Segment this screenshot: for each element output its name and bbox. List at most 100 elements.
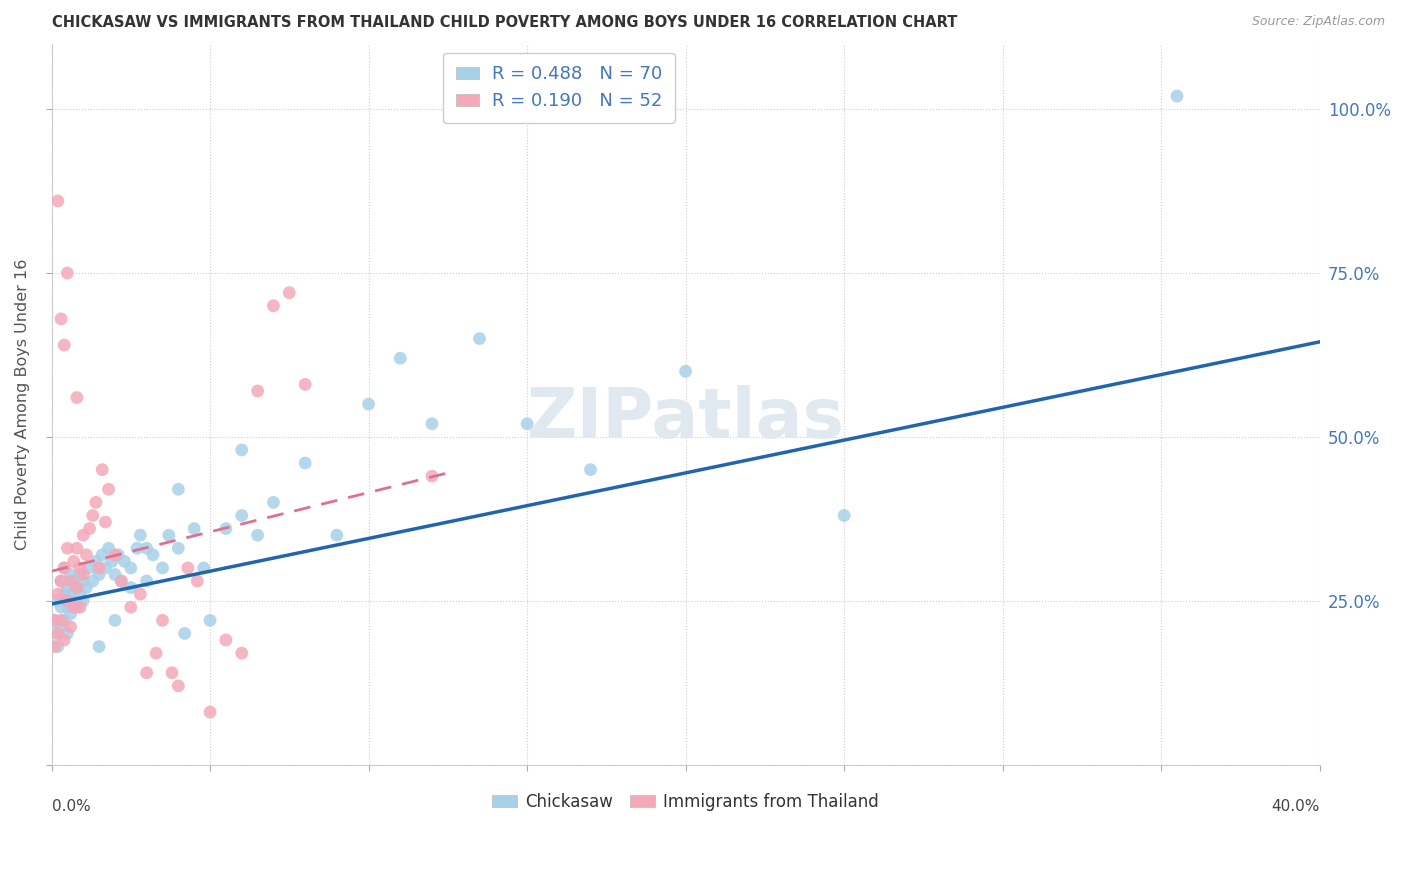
Point [56,541,79,556]
Point [104,613,127,627]
Point [49,574,72,588]
Point [59,620,82,634]
Point [69,600,91,615]
Legend: Chickasaw, Immigrants from Thailand: Chickasaw, Immigrants from Thailand [485,786,886,817]
Point [53,632,76,647]
Point [198,705,221,719]
Point [46,587,69,601]
Point [91,462,114,476]
Text: 0.0%: 0.0% [52,799,90,814]
Point [167,483,190,497]
Point [100,554,122,568]
Point [44,626,66,640]
Point [62,600,84,615]
Point [215,522,238,536]
Text: 40.0%: 40.0% [1271,799,1320,814]
Point [231,646,253,660]
Point [167,679,190,693]
Point [177,561,200,575]
Point [120,561,142,575]
Point [145,646,167,660]
Point [46,593,69,607]
Point [129,528,152,542]
Point [262,495,284,509]
Point [56,266,79,280]
Point [1166,89,1188,103]
Point [91,548,114,562]
Point [84,554,107,568]
Point [62,554,84,568]
Point [46,640,69,654]
Point [59,587,82,601]
Point [53,613,76,627]
Point [675,364,697,378]
Point [135,541,157,556]
Point [420,417,443,431]
Point [75,581,97,595]
Point [193,561,215,575]
Point [53,561,76,575]
Point [79,561,101,575]
Point [97,483,120,497]
Point [262,299,284,313]
Point [326,528,349,542]
Point [420,469,443,483]
Point [56,626,79,640]
Point [160,665,183,680]
Point [46,194,69,208]
Point [53,587,76,601]
Point [87,640,110,654]
Point [246,528,269,542]
Point [94,561,117,575]
Point [231,508,253,523]
Point [120,581,142,595]
Point [56,581,79,595]
Point [579,462,602,476]
Point [152,613,174,627]
Point [66,600,89,615]
Point [294,377,316,392]
Point [66,581,89,595]
Point [104,548,127,562]
Point [87,561,110,575]
Point [62,574,84,588]
Point [135,665,157,680]
Point [56,593,79,607]
Point [183,522,205,536]
Point [66,541,89,556]
Text: Source: ZipAtlas.com: Source: ZipAtlas.com [1251,15,1385,28]
Point [135,574,157,588]
Point [152,561,174,575]
Point [44,640,66,654]
Point [120,600,142,615]
Point [127,541,149,556]
Point [84,495,107,509]
Point [72,567,94,582]
Point [49,600,72,615]
Point [278,285,301,300]
Point [87,567,110,582]
Point [72,574,94,588]
Point [516,417,538,431]
Point [198,613,221,627]
Point [107,548,129,562]
Point [62,593,84,607]
Point [59,574,82,588]
Point [173,626,195,640]
Point [72,528,94,542]
Point [79,522,101,536]
Point [94,515,117,529]
Point [59,607,82,621]
Point [44,613,66,627]
Point [72,593,94,607]
Point [167,541,190,556]
Point [468,332,491,346]
Point [56,600,79,615]
Point [294,456,316,470]
Point [104,567,127,582]
Point [114,554,136,568]
Point [246,384,269,398]
Point [44,613,66,627]
Point [389,351,412,366]
Point [49,574,72,588]
